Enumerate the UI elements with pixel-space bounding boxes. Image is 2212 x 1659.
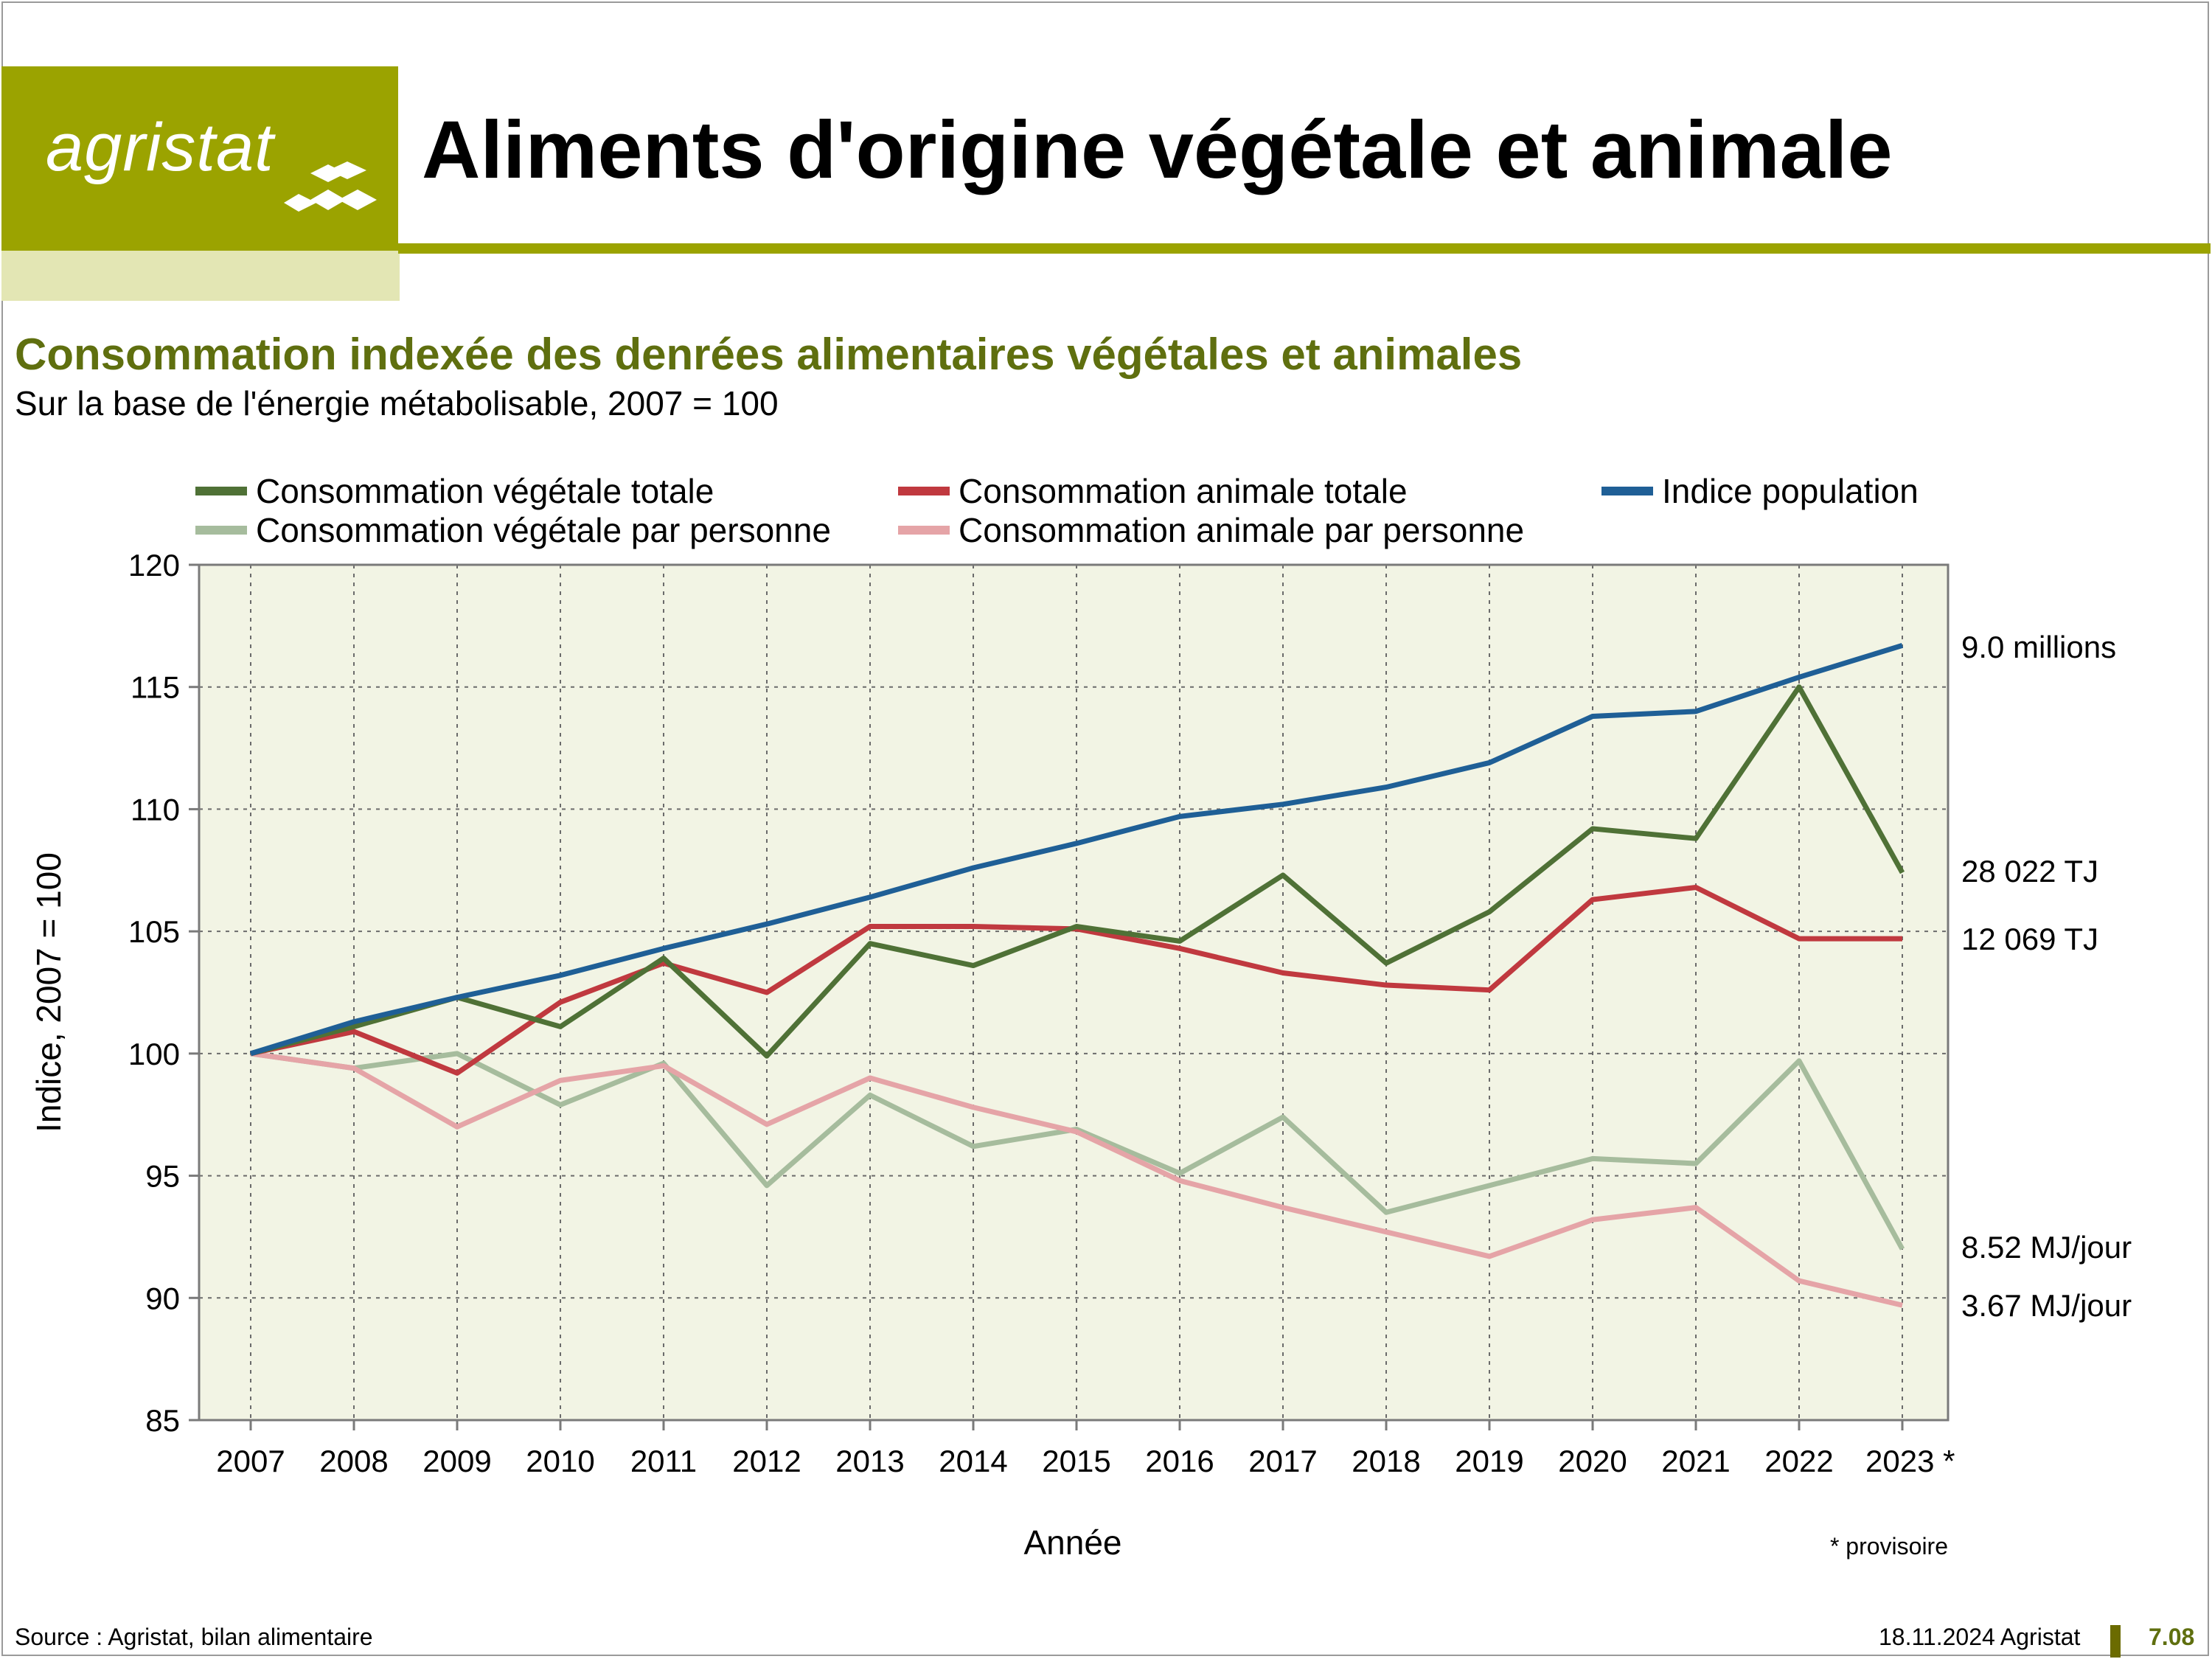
legend-label: Consommation animale par personne bbox=[959, 511, 1524, 549]
end-value-label: 8.52 MJ/jour bbox=[1961, 1230, 2132, 1265]
x-tick-label: 2020 bbox=[1558, 1444, 1627, 1478]
series-line bbox=[249, 643, 1904, 1057]
footer-date: 18.11.2024 Agristat bbox=[1879, 1624, 2081, 1650]
end-value-label: 3.67 MJ/jour bbox=[1961, 1288, 2132, 1323]
x-tick-label: 2013 bbox=[835, 1444, 904, 1478]
series-line bbox=[250, 684, 1905, 1059]
page-number: 7.08 bbox=[2149, 1624, 2195, 1650]
x-tick-label: 2015 bbox=[1042, 1444, 1110, 1478]
x-tick-label: 2019 bbox=[1455, 1444, 1523, 1478]
logo-underband bbox=[1, 251, 400, 301]
legend-label: Indice population bbox=[1662, 472, 1919, 510]
y-tick-label: 120 bbox=[128, 548, 180, 582]
y-axis-title: Indice, 2007 = 100 bbox=[29, 852, 68, 1133]
y-tick-label: 95 bbox=[145, 1159, 180, 1194]
end-value-label: 9.0 millions bbox=[1961, 630, 2116, 664]
x-tick-label: 2014 bbox=[939, 1444, 1007, 1478]
x-tick-label: 2012 bbox=[732, 1444, 801, 1478]
x-tick-label: 2011 bbox=[630, 1444, 697, 1478]
x-axis-title: Année bbox=[1023, 1523, 1121, 1562]
agristat-logo bbox=[1, 66, 398, 251]
chart-subtitle: Sur la base de l'énergie métabolisable, … bbox=[15, 384, 779, 422]
legend-label: Consommation végétale par personne bbox=[256, 511, 831, 549]
chart-title: Consommation indexée des denrées aliment… bbox=[15, 330, 1523, 379]
footer-source: Source : Agristat, bilan alimentaire bbox=[15, 1624, 373, 1650]
y-tick-label: 90 bbox=[145, 1281, 180, 1315]
x-tick-label: 2018 bbox=[1352, 1444, 1420, 1478]
plot-area bbox=[199, 565, 1948, 1420]
y-tick-label: 85 bbox=[145, 1403, 180, 1438]
y-tick-label: 105 bbox=[128, 914, 180, 949]
series-line bbox=[250, 1051, 1903, 1308]
plot-border bbox=[198, 563, 1950, 1422]
x-tick-label: 2009 bbox=[422, 1444, 491, 1478]
end-value-label: 12 069 TJ bbox=[1961, 922, 2098, 956]
legend-label: Consommation végétale totale bbox=[256, 472, 714, 510]
x-tick-label: 2023 * bbox=[1865, 1444, 1955, 1478]
logo-diamonds-icon bbox=[284, 161, 377, 212]
x-tick-label: 2008 bbox=[319, 1444, 388, 1478]
x-tick-label: 2016 bbox=[1145, 1444, 1214, 1478]
y-tick-label: 115 bbox=[131, 670, 180, 705]
y-tick-label: 110 bbox=[131, 792, 180, 827]
x-tick-label: 2021 bbox=[1661, 1444, 1730, 1478]
title-rule bbox=[398, 243, 2211, 254]
x-tick-label: 2007 bbox=[216, 1444, 285, 1478]
footnote: * provisoire bbox=[1830, 1533, 1948, 1559]
end-value-label: 28 022 TJ bbox=[1961, 854, 2098, 888]
x-tick-label: 2022 bbox=[1764, 1444, 1833, 1478]
x-tick-label: 2010 bbox=[526, 1444, 594, 1478]
x-tick-label: 2017 bbox=[1248, 1444, 1317, 1478]
legend-label: Consommation animale totale bbox=[959, 472, 1408, 510]
page-title: Aliments d'origine végétale et animale bbox=[422, 105, 1893, 195]
footer-divider bbox=[2110, 1625, 2121, 1658]
y-tick-label: 100 bbox=[128, 1037, 180, 1071]
logo-text: agristat bbox=[46, 110, 274, 185]
